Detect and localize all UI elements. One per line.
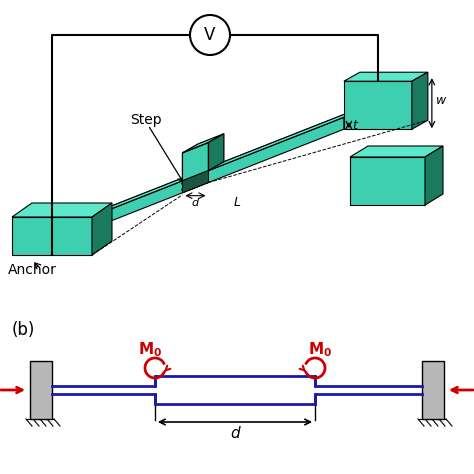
- Text: h: h: [186, 182, 193, 192]
- Polygon shape: [350, 146, 443, 157]
- Polygon shape: [88, 109, 359, 218]
- Text: Step: Step: [130, 113, 162, 127]
- Polygon shape: [425, 146, 443, 205]
- Polygon shape: [88, 117, 344, 230]
- Polygon shape: [182, 143, 209, 181]
- Text: V: V: [204, 26, 216, 44]
- Polygon shape: [12, 203, 112, 217]
- Text: (b): (b): [12, 321, 36, 339]
- Polygon shape: [344, 81, 412, 129]
- Polygon shape: [344, 72, 428, 81]
- Circle shape: [190, 15, 230, 55]
- Text: $\mathbf{M_0}$: $\mathbf{M_0}$: [308, 341, 332, 359]
- Polygon shape: [209, 134, 224, 171]
- Text: t: t: [352, 118, 357, 132]
- Bar: [422, 361, 444, 419]
- Text: L: L: [234, 196, 240, 210]
- Polygon shape: [350, 157, 425, 205]
- Text: d: d: [230, 427, 240, 441]
- Text: w: w: [436, 94, 446, 107]
- Polygon shape: [92, 203, 112, 255]
- Text: Anchor: Anchor: [8, 263, 57, 277]
- Polygon shape: [12, 217, 92, 255]
- Polygon shape: [182, 171, 209, 193]
- Polygon shape: [182, 134, 224, 153]
- Text: $\mathbf{M_0}$: $\mathbf{M_0}$: [138, 341, 162, 359]
- Text: d: d: [192, 198, 199, 208]
- Polygon shape: [412, 72, 428, 129]
- Bar: [30, 361, 52, 419]
- Polygon shape: [88, 109, 359, 218]
